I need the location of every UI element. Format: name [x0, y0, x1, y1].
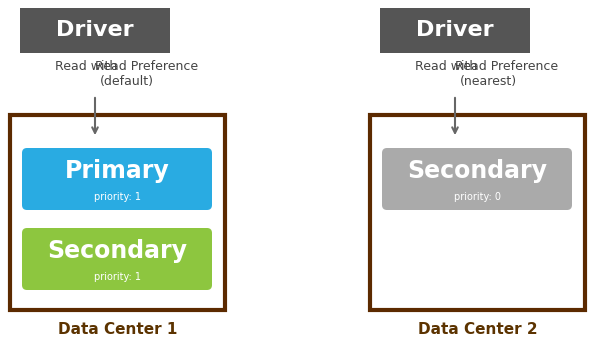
Text: Driver: Driver	[56, 21, 134, 40]
Text: Secondary: Secondary	[47, 239, 187, 263]
Text: Read Preference: Read Preference	[95, 60, 198, 73]
Text: (nearest): (nearest)	[460, 76, 517, 89]
Text: priority: 1: priority: 1	[94, 272, 140, 282]
Bar	[370, 115, 585, 310]
Bar	[380, 8, 530, 53]
Text: Read with: Read with	[415, 60, 477, 73]
FancyBboxPatch shape	[22, 148, 212, 210]
Text: Data Center 2: Data Center 2	[418, 323, 538, 338]
Text: Read Preference: Read Preference	[455, 60, 558, 73]
Text: Secondary: Secondary	[407, 159, 547, 183]
Bar	[10, 115, 225, 310]
Text: Driver: Driver	[416, 21, 494, 40]
Text: Read with: Read with	[55, 60, 117, 73]
FancyBboxPatch shape	[382, 148, 572, 210]
Text: priority: 1: priority: 1	[94, 192, 140, 202]
FancyBboxPatch shape	[22, 228, 212, 290]
Text: priority: 0: priority: 0	[454, 192, 500, 202]
Text: Primary: Primary	[65, 159, 169, 183]
Text: Data Center 1: Data Center 1	[58, 323, 177, 338]
Bar	[20, 8, 170, 53]
Text: (default): (default)	[100, 76, 154, 89]
